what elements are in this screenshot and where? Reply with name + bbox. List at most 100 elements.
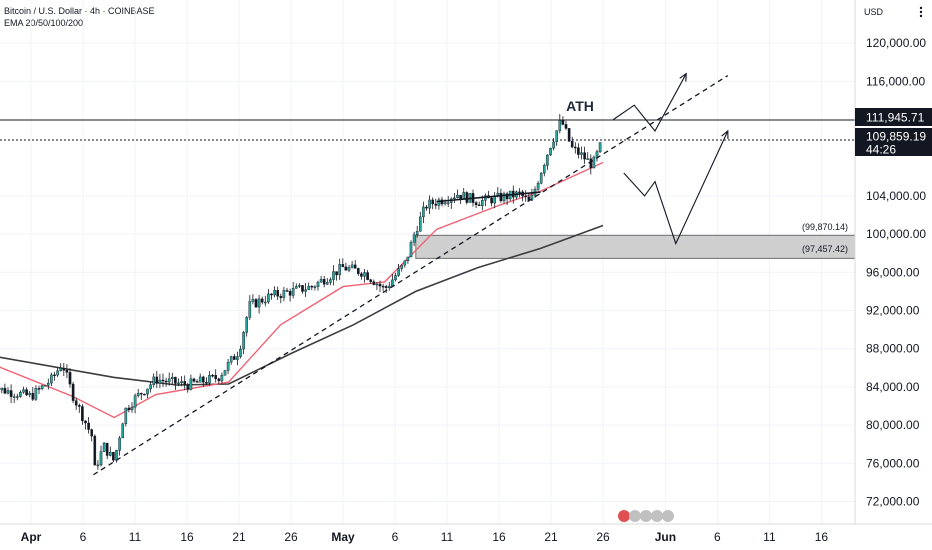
candle-body [155,376,159,384]
candle-body [0,387,4,391]
last-price-badge-text: 109,859.19 [866,130,926,144]
price-axis-label: 96,000.00 [866,265,920,279]
candle-body [295,286,298,289]
candle-body [127,407,131,410]
candle-body [174,376,177,384]
event-flag-icon[interactable] [640,510,652,522]
indicator-label[interactable]: EMA 20/50/100/200 [4,18,84,28]
candle-body [338,264,342,276]
candle-body [214,375,218,380]
candle-body [443,202,447,205]
candle-body [136,392,140,396]
candle-body [490,197,493,204]
time-axis-label: 11 [441,530,454,544]
candle-body [31,393,35,400]
candle-body [19,392,22,397]
candle-body [577,147,580,155]
candle-body [363,272,366,277]
candle-body [298,285,301,287]
candle-body [592,156,596,169]
symbol-title[interactable]: Bitcoin / U.S. Dollar · 4h · COINBASE [4,6,155,16]
candle-body [12,396,16,398]
price-axis-label: 116,000.00 [866,74,925,88]
candle-body [102,442,106,452]
candle-body [139,392,143,395]
candle-body [437,199,441,206]
candle-body [77,405,81,407]
candle-body [304,289,307,292]
candle-body [146,388,149,395]
candle-body [236,356,239,360]
candle-body [28,393,32,396]
candle-body [350,264,354,268]
candle-body [366,272,369,280]
event-icon-flash[interactable] [618,510,630,522]
candle-body [341,264,345,268]
candle-body [505,193,509,200]
candle-body [245,317,249,333]
event-flag-icon[interactable] [629,510,641,522]
candle-body [586,158,589,160]
candle-body [415,230,419,236]
time-axis-label: Jun [655,530,676,544]
event-flag-icon[interactable] [651,510,663,522]
candle-body [267,293,270,303]
consolidation-line [436,191,541,203]
candle-body [319,279,323,283]
projection-arrowheads [679,72,729,139]
candle-body [223,370,227,376]
candle-body [161,379,165,382]
more-menu-icon[interactable] [919,6,923,18]
candle-body [369,279,373,282]
candle-body [164,380,168,383]
price-axis-label: 120,000.00 [866,36,926,50]
candle-body [149,384,152,390]
candle-body [251,299,255,302]
zone-bottom-label: (97,457.42) [802,244,848,254]
time-axis-labels[interactable]: Apr 6 11 16 21 26 May 6 11 16 21 26 Jun 6 11 16 [21,530,829,544]
events-icons[interactable] [618,510,674,522]
candle-body [335,271,338,276]
candle-body [270,293,273,296]
candle-body [428,199,431,209]
candle-body [567,128,571,142]
time-axis-label: May [331,530,355,544]
candle-body [481,200,484,206]
candle-body [580,152,583,155]
candle-body [301,285,304,292]
candle-body [357,268,360,274]
candle-body [313,286,317,288]
arrowhead [721,129,729,139]
support-zone [415,234,856,259]
candle-body [326,282,329,285]
candle-body [394,275,397,281]
candle-body [143,393,146,396]
candle-body [431,199,435,205]
candle-body [264,301,267,304]
ema-fast-line [0,161,604,419]
candle-body [574,146,577,149]
candle-body [192,378,196,382]
time-axis-label: 16 [815,530,829,544]
candle-body [589,158,593,169]
candle-body [282,290,286,298]
last-price-badge [855,128,932,156]
candle-body [84,420,87,424]
price-axis-label: 76,000.00 [866,456,920,470]
candle-body [273,290,276,296]
trendline[interactable] [93,75,729,476]
candle-body [381,285,385,288]
candle-body [68,372,72,385]
candle-body [570,140,574,148]
candle-body [22,389,25,393]
candle-body [546,154,549,166]
event-flag-icon[interactable] [662,510,674,522]
price-axis-label: 88,000.00 [866,342,920,356]
candle-body [477,204,481,207]
time-axis-label: 6 [80,530,87,544]
price-axis-label: 100,000.00 [866,227,926,241]
price-axis-labels[interactable]: 120,000.00 116,000.00 104,000.00 100,000.00… [866,36,926,508]
candle-body [242,332,245,350]
candle-body [446,202,450,204]
